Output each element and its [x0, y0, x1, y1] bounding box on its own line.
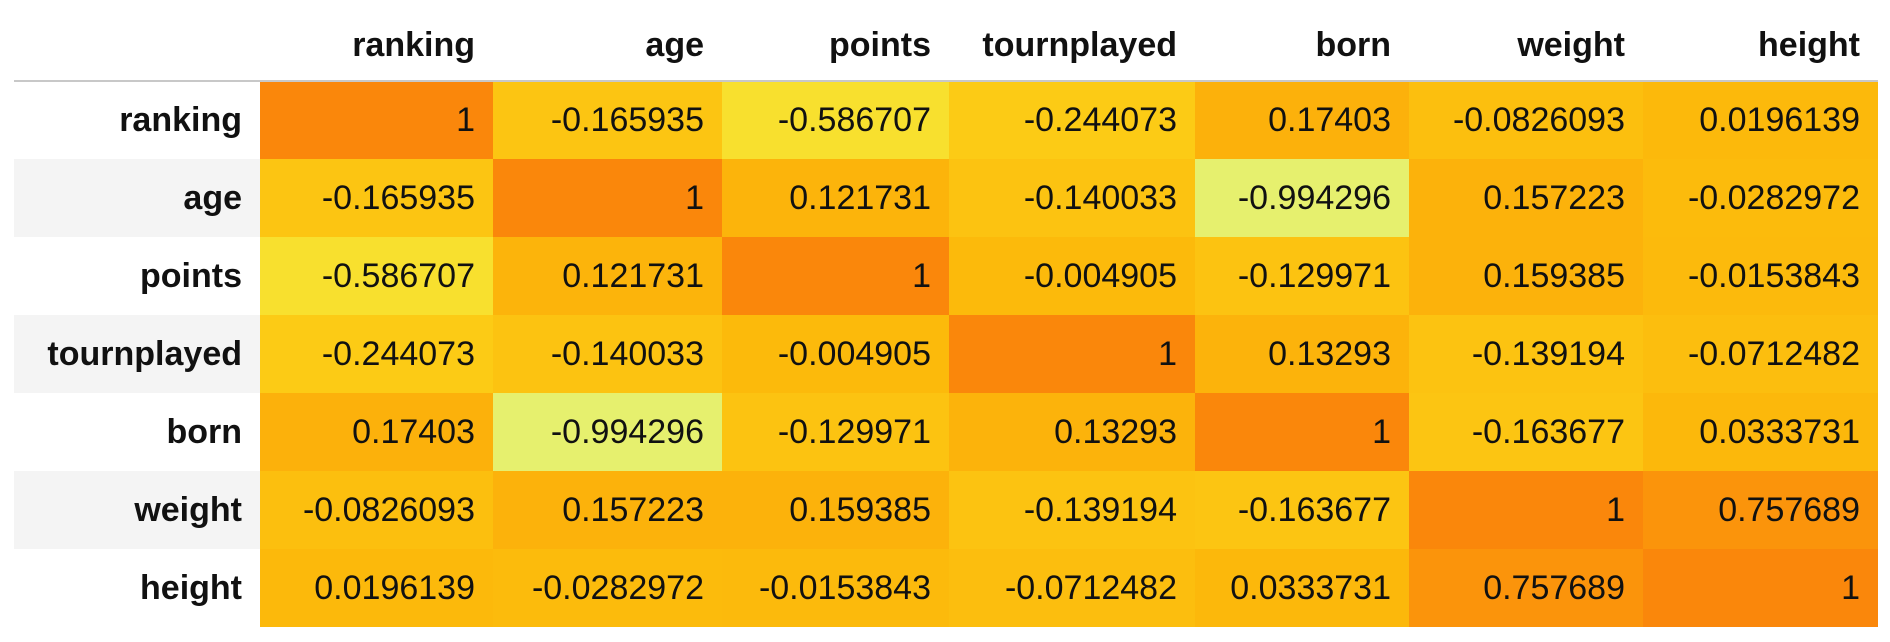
- table-row: born 0.17403 -0.994296 -0.129971 0.13293…: [14, 393, 1878, 471]
- heatmap-cell-ranking-height: 0.0196139: [1643, 81, 1878, 159]
- corner-cell: [14, 11, 260, 82]
- correlation-table: ranking age points tournplayed born weig…: [14, 11, 1878, 627]
- row-header-ranking: ranking: [119, 101, 242, 139]
- table-row: height 0.0196139 -0.0282972 -0.0153843 -…: [14, 549, 1878, 627]
- heatmap-cell-points-ranking: -0.586707: [260, 237, 493, 315]
- row-header-age: age: [14, 159, 260, 237]
- heatmap-cell-weight-ranking: -0.0826093: [260, 471, 493, 549]
- heatmap-cell-born-height: 0.0333731: [1643, 393, 1878, 471]
- heatmap-cell-tournplayed-weight: -0.139194: [1409, 315, 1643, 393]
- heatmap-cell-weight-age: 0.157223: [493, 471, 722, 549]
- heatmap-cell-tournplayed-born: 0.13293: [1195, 315, 1409, 393]
- heatmap-cell-age-weight: 0.157223: [1409, 159, 1643, 237]
- column-header-ranking: ranking: [260, 11, 493, 82]
- heatmap-cell-born-ranking: 0.17403: [260, 393, 493, 471]
- header-row: ranking age points tournplayed born weig…: [14, 11, 1878, 82]
- heatmap-cell-points-age: 0.121731: [493, 237, 722, 315]
- heatmap-cell-ranking-ranking: 1: [260, 81, 493, 159]
- heatmap-cell-age-height: -0.0282972: [1643, 159, 1878, 237]
- heatmap-cell-born-weight: -0.163677: [1409, 393, 1643, 471]
- table-row: ranking 1 -0.165935 -0.586707 -0.244073 …: [14, 81, 1878, 159]
- heatmap-cell-height-weight: 0.757689: [1409, 549, 1643, 627]
- table-row: weight -0.0826093 0.157223 0.159385 -0.1…: [14, 471, 1878, 549]
- heatmap-cell-age-points: 0.121731: [722, 159, 949, 237]
- column-header-born: born: [1195, 11, 1409, 82]
- heatmap-cell-ranking-points: -0.586707: [722, 81, 949, 159]
- heatmap-cell-ranking-tournplayed: -0.244073: [949, 81, 1195, 159]
- heatmap-cell-height-points: -0.0153843: [722, 549, 949, 627]
- row-header-points: points: [140, 256, 242, 295]
- heatmap-cell-born-born: 1: [1195, 393, 1409, 471]
- heatmap-cell-height-age: -0.0282972: [493, 549, 722, 627]
- heatmap-cell-weight-born: -0.163677: [1195, 471, 1409, 549]
- heatmap-cell-height-born: 0.0333731: [1195, 549, 1409, 627]
- heatmap-cell-tournplayed-age: -0.140033: [493, 315, 722, 393]
- heatmap-cell-age-born: -0.994296: [1195, 159, 1409, 237]
- heatmap-cell-points-weight: 0.159385: [1409, 237, 1643, 315]
- column-header-tournplayed: tournplayed: [949, 11, 1195, 82]
- heatmap-cell-tournplayed-points: -0.004905: [722, 315, 949, 393]
- heatmap-cell-height-height: 1: [1643, 549, 1878, 627]
- column-header-points: points: [722, 11, 949, 82]
- row-header-height: height: [140, 568, 242, 607]
- heatmap-cell-tournplayed-height: -0.0712482: [1643, 315, 1878, 393]
- row-header-weight: weight: [14, 471, 260, 549]
- column-header-age: age: [493, 11, 722, 82]
- heatmap-cell-height-tournplayed: -0.0712482: [949, 549, 1195, 627]
- column-header-weight: weight: [1409, 11, 1643, 82]
- heatmap-cell-weight-tournplayed: -0.139194: [949, 471, 1195, 549]
- heatmap-cell-ranking-born: 0.17403: [1195, 81, 1409, 159]
- column-header-height: height: [1643, 11, 1878, 82]
- table-row: age -0.165935 1 0.121731 -0.140033 -0.99…: [14, 159, 1878, 237]
- heatmap-cell-points-born: -0.129971: [1195, 237, 1409, 315]
- heatmap-cell-age-age: 1: [493, 159, 722, 237]
- heatmap-cell-tournplayed-tournplayed: 1: [949, 315, 1195, 393]
- heatmap-cell-tournplayed-ranking: -0.244073: [260, 315, 493, 393]
- heatmap-cell-ranking-weight: -0.0826093: [1409, 81, 1643, 159]
- heatmap-cell-born-age: -0.994296: [493, 393, 722, 471]
- heatmap-cell-points-height: -0.0153843: [1643, 237, 1878, 315]
- heatmap-cell-ranking-age: -0.165935: [493, 81, 722, 159]
- row-header-tournplayed: tournplayed: [14, 315, 260, 393]
- heatmap-cell-height-ranking: 0.0196139: [260, 549, 493, 627]
- heatmap-cell-age-ranking: -0.165935: [260, 159, 493, 237]
- heatmap-cell-points-tournplayed: -0.004905: [949, 237, 1195, 315]
- row-header-born: born: [166, 412, 242, 451]
- heatmap-cell-weight-height: 0.757689: [1643, 471, 1878, 549]
- heatmap-cell-born-points: -0.129971: [722, 393, 949, 471]
- heatmap-cell-points-points: 1: [722, 237, 949, 315]
- heatmap-cell-born-tournplayed: 0.13293: [949, 393, 1195, 471]
- heatmap-cell-age-tournplayed: -0.140033: [949, 159, 1195, 237]
- heatmap-cell-weight-weight: 1: [1409, 471, 1643, 549]
- table-row: tournplayed -0.244073 -0.140033 -0.00490…: [14, 315, 1878, 393]
- heatmap-cell-weight-points: 0.159385: [722, 471, 949, 549]
- table-row: points -0.586707 0.121731 1 -0.004905 -0…: [14, 237, 1878, 315]
